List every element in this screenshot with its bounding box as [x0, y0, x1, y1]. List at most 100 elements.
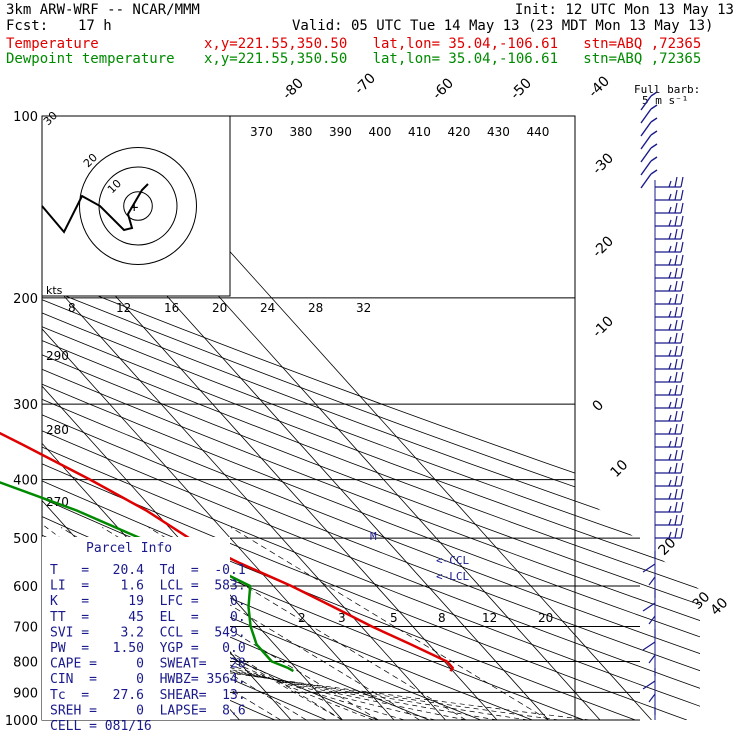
speed-tick-label: 8 — [68, 301, 76, 315]
sounding-annotation: <-LCL — [436, 570, 469, 583]
speed-tick-label: 28 — [308, 301, 323, 315]
parcel-info-row: CELL = 081/16 — [50, 719, 152, 734]
speed-tick-label: 24 — [260, 301, 275, 315]
wind-barb — [655, 501, 684, 513]
dry-adiabat-line — [42, 116, 700, 720]
wind-barb — [655, 436, 684, 448]
temperature-location: x,y=221.55,350.50 lat,lon= 35.04,-106.61… — [204, 36, 702, 52]
mixing-ratio-label: 3 — [338, 611, 346, 625]
dry-adiabat-line — [42, 116, 700, 720]
hodograph-trace — [41, 183, 149, 234]
wind-barb — [655, 527, 684, 539]
wind-barb — [642, 602, 656, 612]
theta-e-label: 400 — [369, 125, 392, 139]
wind-barb — [655, 384, 684, 396]
theta-e-label: 390 — [329, 125, 352, 139]
mixing-ratio-label: 2 — [298, 611, 306, 625]
pressure-tick-label: 600 — [13, 580, 38, 595]
dry-adiabat-line — [42, 116, 700, 720]
wind-barb — [655, 423, 684, 435]
dry-adiabat-line — [42, 116, 687, 720]
pressure-tick-label: 900 — [13, 686, 38, 701]
wind-barb — [648, 693, 656, 703]
pressure-tick-label: 700 — [13, 620, 38, 635]
mixing-ratio-label: 8 — [438, 611, 446, 625]
hodograph-ring — [79, 147, 197, 265]
mixing-ratio-line — [230, 527, 549, 720]
wind-barb — [648, 615, 656, 625]
speed-tick-label: 16 — [164, 301, 179, 315]
parcel-info-row: Tc = 27.6 SHEAR= 13. — [50, 688, 246, 703]
wind-barb — [655, 228, 684, 240]
parcel-info-row: SVI = 3.2 CCL = 549. — [50, 625, 246, 640]
valid-time: Valid: 05 UTC Tue 14 May 13 (23 MDT Mon … — [292, 18, 714, 34]
dewpoint-profile — [0, 481, 295, 673]
parcel-info-row: K = 19 LFC = 0. — [50, 594, 246, 609]
isotherm-line — [42, 116, 446, 720]
wind-barb — [640, 117, 658, 137]
theta-e-label: 420 — [448, 125, 471, 139]
dry-adiabat-line — [42, 116, 700, 720]
full-barb-title: Full barb: — [634, 83, 701, 96]
pressure-tick-label: 200 — [13, 292, 38, 307]
wind-barb — [640, 104, 658, 124]
mixing-ratio-line — [148, 527, 467, 720]
full-barb-units: 5 m s⁻¹ — [642, 94, 689, 107]
dry-adiabat-line — [42, 116, 700, 720]
parcel-info-row: T = 20.4 Td = -0.1 — [50, 563, 246, 578]
sounding-annotation: M — [370, 530, 377, 543]
dewpoint-legend: Dewpoint temperature — [6, 51, 175, 67]
storm-motion-icon: + — [130, 200, 138, 216]
model-title: 3km ARW-WRF -- NCAR/MMM — [6, 2, 200, 18]
forecast-hour: 17 h — [78, 18, 112, 34]
wind-barb — [655, 306, 684, 318]
wind-barb — [655, 488, 684, 500]
moist-adiabat-line — [42, 222, 528, 720]
dry-adiabat-line — [42, 116, 636, 720]
mixing-ratio-label: 5 — [390, 611, 398, 625]
dry-adiabat-line — [42, 116, 700, 720]
wind-barb — [655, 215, 684, 227]
mixing-ratio-label: 20 — [538, 611, 553, 625]
moist-adiabat-line — [42, 222, 559, 720]
pressure-tick-label: 800 — [13, 655, 38, 670]
wind-barb — [640, 169, 658, 189]
hodograph-ring — [123, 191, 153, 221]
theta-e-label: 380 — [290, 125, 313, 139]
speed-tick-label: 32 — [356, 301, 371, 315]
theta-e-label: 410 — [408, 125, 431, 139]
isotherm-label: -10 — [590, 313, 617, 340]
wind-barb — [655, 241, 684, 253]
wind-barb — [648, 576, 656, 586]
isotherm-label: 10 — [608, 457, 632, 481]
wind-barb — [655, 332, 684, 344]
isotherm-label: -20 — [590, 233, 617, 260]
init-time: Init: 12 UTC Mon 13 May 13 — [514, 2, 734, 18]
wind-barb — [655, 371, 684, 383]
mixing-ratio-line — [102, 527, 420, 720]
pressure-tick-label: 100 — [13, 110, 38, 125]
dry-adiabat-line — [42, 116, 700, 720]
speed-tick-label: 20 — [212, 301, 227, 315]
wind-barbs — [640, 91, 684, 720]
isotherm-line — [42, 116, 395, 720]
wind-barb — [642, 563, 656, 573]
dewpoint-location: x,y=221.55,350.50 lat,lon= 35.04,-106.61… — [204, 51, 702, 67]
wind-barb — [648, 654, 656, 664]
wind-barb — [655, 345, 684, 357]
pressure-tick-label: 300 — [13, 398, 38, 413]
forecast-label: Fcst: — [6, 18, 49, 34]
dry-adiabat-line — [42, 116, 700, 720]
dry-adiabat-line — [42, 116, 700, 720]
wind-barb — [655, 319, 684, 331]
wind-barb — [655, 189, 684, 201]
isotherm-label: -70 — [352, 70, 379, 97]
isotherm-label: -60 — [430, 75, 457, 102]
wind-barb — [655, 254, 684, 266]
speed-tick-label: 12 — [116, 301, 131, 315]
parcel-info-title: Parcel Info — [86, 541, 172, 556]
theta-e-label: 370 — [250, 125, 273, 139]
wind-barb — [642, 680, 656, 690]
wind-barb — [655, 293, 684, 305]
